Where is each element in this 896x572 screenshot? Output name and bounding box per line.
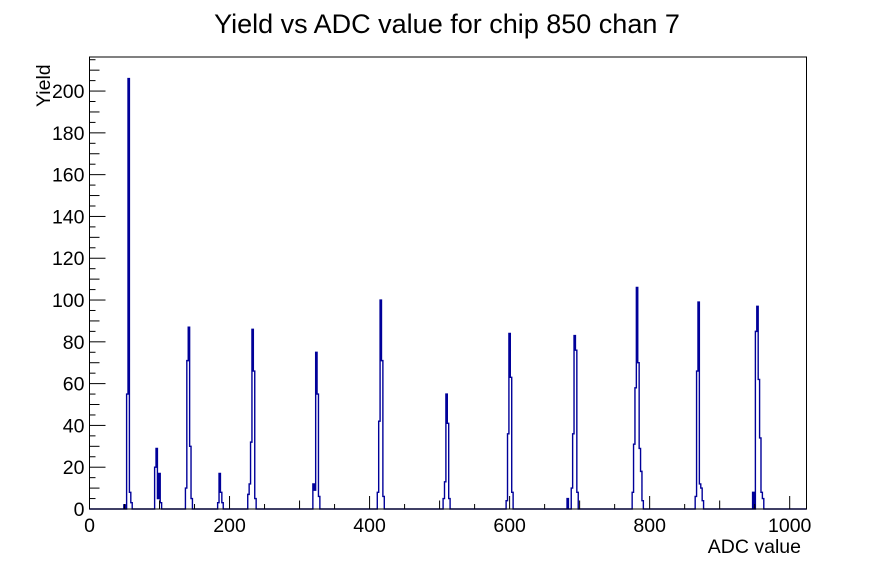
plot-frame bbox=[89, 56, 807, 510]
axes: 0 200 400 600 800 1000 0 20 40 60 80 100 120 140 160 18… bbox=[52, 56, 812, 537]
y-tick-label: 60 bbox=[63, 374, 85, 396]
y-tick-label: 180 bbox=[52, 123, 85, 145]
y-tick-label: 80 bbox=[63, 332, 85, 354]
x-axis-title: ADC value bbox=[708, 536, 801, 558]
x-tick-label: 600 bbox=[493, 515, 526, 537]
y-axis-title: Yield bbox=[33, 64, 55, 107]
y-tick-label: 200 bbox=[52, 81, 85, 103]
y-tick-label: 40 bbox=[63, 415, 85, 437]
y-tick-label: 120 bbox=[52, 248, 85, 270]
x-tick-label: 400 bbox=[353, 515, 386, 537]
y-tick-label: 0 bbox=[74, 499, 85, 521]
x-tick-label: 0 bbox=[84, 515, 95, 537]
x-tick-label: 200 bbox=[213, 515, 246, 537]
y-tick-label: 20 bbox=[63, 457, 85, 479]
x-tick-label: 800 bbox=[633, 515, 666, 537]
histogram-series bbox=[89, 77, 807, 510]
y-tick-label: 160 bbox=[52, 165, 85, 187]
y-tick-label: 140 bbox=[52, 206, 85, 228]
x-tick-label: 1000 bbox=[768, 515, 812, 537]
histogram-line bbox=[89, 77, 807, 510]
y-tick-label: 100 bbox=[52, 290, 85, 312]
chart-title: Yield vs ADC value for chip 850 chan 7 bbox=[214, 9, 680, 39]
